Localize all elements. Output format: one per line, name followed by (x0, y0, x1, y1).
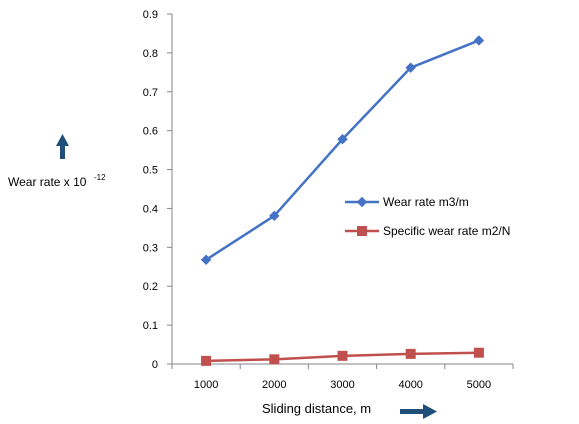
series-1 (200, 35, 485, 265)
series (200, 35, 485, 366)
x-axis-label: Sliding distance, m (262, 401, 371, 416)
x-tick-label: 2000 (262, 379, 286, 391)
data-point (405, 348, 416, 359)
legend-label: Wear rate m3/m (383, 195, 469, 209)
y-axis-label: Wear rate x 10 (8, 175, 87, 189)
y-tick-label: 0.9 (143, 9, 158, 21)
y-tick-label: 0.1 (143, 320, 158, 332)
data-point (269, 354, 280, 365)
data-point (200, 254, 212, 265)
legend: Wear rate m3/m Specific wear rate m2/N (345, 195, 510, 238)
y-axis-label-group: Wear rate x 10 -12 (8, 134, 106, 189)
data-point (405, 62, 416, 73)
data-point (201, 355, 212, 366)
x-axis-arrow-icon (400, 404, 437, 419)
y-tick-label: 0.3 (143, 242, 158, 254)
legend-entry: Wear rate m3/m (345, 195, 469, 209)
legend-marker (357, 226, 367, 236)
x-tick-label: 3000 (330, 379, 354, 391)
x-tick-label: 1000 (194, 379, 218, 391)
y-axis-arrow-icon (56, 134, 69, 159)
axes (167, 13, 514, 369)
x-axis-label-group: Sliding distance, m (262, 401, 437, 419)
legend-marker (356, 196, 368, 208)
data-point (337, 134, 348, 145)
y-tick-label: 0 (152, 359, 158, 371)
x-tick-label: 5000 (467, 379, 491, 391)
data-point (269, 210, 280, 222)
data-point (337, 350, 348, 361)
y-tick-label: 0.7 (143, 87, 158, 99)
y-tick-label: 0.6 (143, 126, 158, 138)
series-2 (201, 347, 484, 366)
data-point (473, 35, 485, 46)
y-tick-label: 0.8 (143, 48, 158, 60)
legend-entry: Specific wear rate m2/N (345, 224, 510, 238)
y-tick-label: 0.5 (143, 165, 158, 177)
legend-label: Specific wear rate m2/N (383, 224, 510, 238)
y-tick-label: 0.2 (143, 281, 158, 293)
data-point (473, 347, 484, 358)
y-axis-label-exponent: -12 (94, 173, 106, 182)
tick-labels: 0 0.1 0.2 0.3 0.4 0.5 0.6 0.7 0.8 0.9 1000 2000 3000… (143, 9, 491, 391)
y-tick-label: 0.4 (143, 203, 158, 215)
x-tick-label: 4000 (398, 379, 422, 391)
